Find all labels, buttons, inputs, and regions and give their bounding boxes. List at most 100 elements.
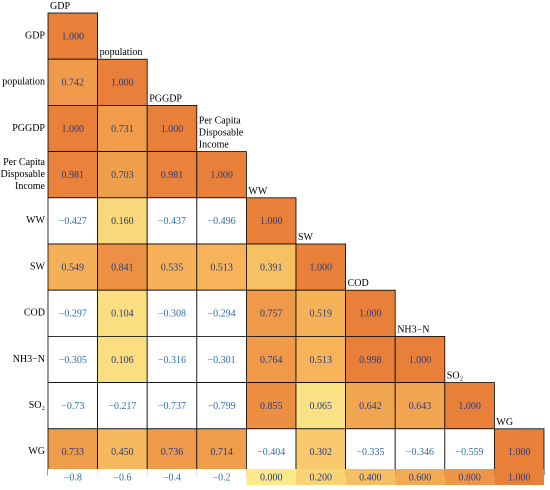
cell-value-label: −0.496 [208, 216, 236, 227]
color-scale-tick-label: 0.400 [359, 472, 382, 483]
heatmap-cell [295, 428, 346, 476]
cell-value-label: −0.73 [61, 401, 84, 412]
color-scale-swatch [196, 469, 247, 485]
heatmap-cell [47, 243, 98, 291]
cell-value-label: −0.437 [158, 216, 186, 227]
heatmap-cell [97, 151, 148, 199]
heatmap-cell [196, 428, 247, 476]
row-label: WW [26, 215, 45, 226]
color-scale-swatch [494, 469, 544, 485]
cell-value-label: 0.981 [62, 170, 85, 181]
column-labels: GDP population PGGDP Per CapitaDisposableIn… [50, 1, 513, 428]
column-label: NH3−N [397, 324, 429, 335]
color-scale-swatch [296, 469, 346, 485]
cell-value-label: 0.841 [111, 262, 134, 273]
column-label: Income [199, 140, 230, 151]
row-label: population [2, 77, 45, 88]
row-label: Per Capita [3, 157, 45, 168]
row-label: WG [28, 446, 45, 457]
heatmap-cell [245, 243, 297, 291]
cell-value-label: 0.065 [310, 401, 333, 412]
cell-value-label: −0.346 [406, 447, 434, 458]
row-label: SO₂ [29, 400, 45, 411]
color-scale-swatch [147, 469, 197, 485]
column-label: PGGDP [149, 93, 182, 104]
cell-value-label: −0.301 [208, 355, 236, 366]
heatmap-cell [47, 335, 98, 383]
cell-value-label: 1.000 [508, 447, 531, 458]
column-label: population [100, 47, 143, 58]
column-label: Disposable [199, 128, 244, 139]
heatmap-cell [444, 428, 495, 476]
row-label: GDP [25, 30, 45, 41]
cell-value-label: 0.519 [310, 309, 333, 320]
cell-value-label: −0.305 [59, 355, 87, 366]
cell-value-label: −0.559 [456, 447, 484, 458]
heatmap-cells: 1.000 0.742 1.000 1.000 0.731 1.000 0.981 0.703… [47, 12, 545, 476]
column-label: Per Capita [199, 116, 241, 127]
cell-value-label: 0.731 [111, 124, 134, 135]
cell-value-label: 1.000 [161, 124, 184, 135]
cell-value-label: 1.000 [458, 401, 481, 412]
cell-value-label: 0.450 [111, 447, 134, 458]
color-scale-tick-label: 0.800 [458, 472, 481, 483]
color-scale-tick-label: 0.000 [260, 472, 283, 483]
cell-value-label: 0.104 [111, 309, 134, 320]
cell-value-label: 0.714 [210, 447, 233, 458]
cell-value-label: −0.799 [208, 401, 236, 412]
cell-value-label: 0.764 [260, 355, 283, 366]
heatmap-cell [97, 197, 148, 245]
heatmap-cell [444, 382, 495, 430]
heatmap-cell [196, 197, 247, 245]
cell-value-label: 0.733 [62, 447, 85, 458]
color-scale-swatch [97, 469, 148, 485]
heatmap-cell [47, 428, 98, 476]
color-scale-swatch [345, 469, 396, 485]
cell-value-label: 0.549 [62, 262, 85, 273]
column-label: WG [496, 417, 513, 428]
heatmap-cell [196, 151, 247, 199]
heatmap-cell [394, 335, 446, 383]
color-scale-swatch [48, 469, 98, 485]
column-label: COD [348, 278, 369, 289]
cell-value-label: 1.000 [409, 355, 432, 366]
cell-value-label: −0.217 [108, 401, 136, 412]
row-label: COD [24, 308, 45, 319]
heatmap-cell [394, 428, 446, 476]
color-scale-bar: −0.8 −0.6 −0.4 −0.2 0.000 0.200 0.400 0.600 0.80… [48, 469, 544, 485]
heatmap-cell [97, 289, 148, 337]
heatmap-cell [146, 105, 198, 153]
color-scale-tick-label: −0.4 [163, 472, 181, 483]
cell-value-label: 0.535 [161, 262, 184, 273]
cell-value-label: 0.855 [260, 401, 283, 412]
cell-value-label: −0.737 [158, 401, 186, 412]
cell-value-label: 1.000 [62, 124, 85, 135]
cell-value-label: 0.642 [359, 401, 382, 412]
heatmap-cell [196, 289, 247, 337]
cell-value-label: 0.981 [161, 170, 184, 181]
cell-value-label: 0.742 [62, 78, 85, 89]
cell-value-label: 1.000 [310, 262, 333, 273]
cell-value-label: 0.643 [409, 401, 432, 412]
column-label: GDP [50, 1, 70, 12]
heatmap-cell [47, 289, 98, 337]
cell-value-label: 1.000 [62, 31, 85, 42]
heatmap-cell [295, 382, 346, 430]
heatmap-cell [146, 428, 198, 476]
cell-value-label: 0.160 [111, 216, 134, 227]
cell-value-label: 0.757 [260, 309, 283, 320]
color-scale-swatch [444, 469, 495, 485]
cell-value-label: 0.513 [210, 262, 233, 273]
cell-value-label: 0.703 [111, 170, 134, 181]
color-scale-swatch [246, 469, 296, 485]
heatmap-cell [295, 243, 346, 291]
column-label: SW [298, 232, 314, 243]
cell-value-label: 0.391 [260, 262, 283, 273]
color-scale-tick-label: 0.600 [409, 472, 432, 483]
heatmap-cell [97, 243, 148, 291]
heatmap-cell [146, 382, 198, 430]
cell-value-label: 1.000 [260, 216, 283, 227]
heatmap-cell [97, 428, 148, 476]
row-labels: GDP population PGGDP Per CapitaDisposableIn… [1, 30, 46, 457]
row-label: NH3−N [13, 354, 45, 365]
